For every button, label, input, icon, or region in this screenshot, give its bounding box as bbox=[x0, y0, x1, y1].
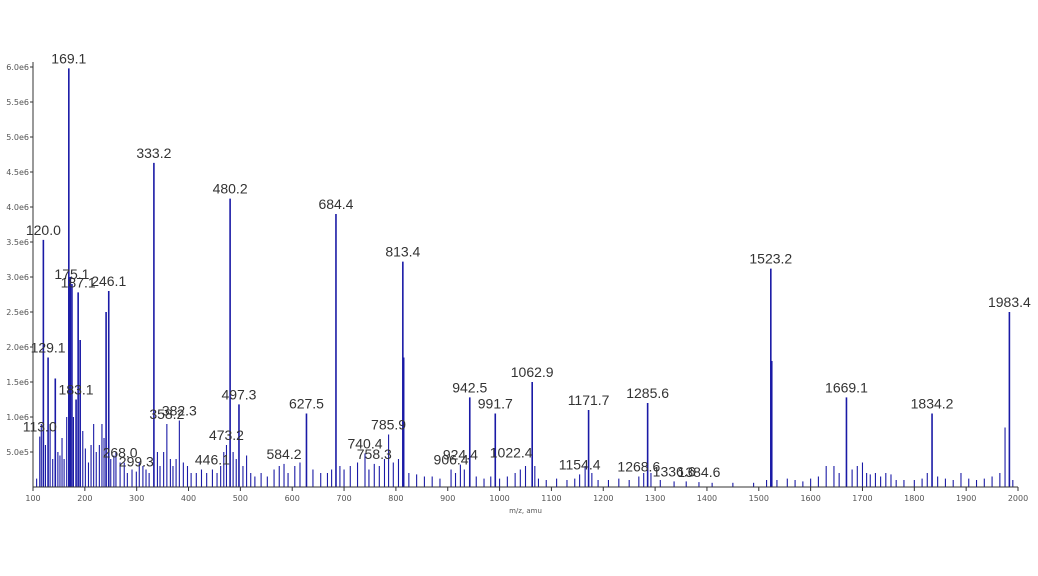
y-tick-label: 2.0e6 bbox=[6, 343, 29, 352]
y-tick-label: 4.5e6 bbox=[6, 168, 29, 177]
y-tick-label: 5.0e6 bbox=[6, 133, 29, 142]
peak-label: 1154.4 bbox=[559, 456, 601, 472]
y-tick-label: 5.5e6 bbox=[6, 98, 29, 107]
peak-label: 1523.2 bbox=[749, 251, 792, 267]
x-axis-title: m/z, amu bbox=[509, 507, 542, 515]
y-tick-label: 1.0e6 bbox=[6, 413, 29, 422]
y-axis-ticks: 5.0e5 1.0e6 1.5e6 2.0e6 2.5e6 3.0e6 3.5e6 4.0e6… bbox=[6, 63, 33, 457]
x-tick-label: 1300 bbox=[645, 494, 665, 503]
peak-annotations: 169.1 333.2 480.2 684.4 120.0 813.4 1523.2 175.… bbox=[23, 50, 1031, 480]
y-tick-label: 1.5e6 bbox=[6, 378, 29, 387]
peak-label: 497.3 bbox=[221, 386, 256, 402]
peak-label: 1268.6 bbox=[617, 459, 660, 475]
peak-label: 113.0 bbox=[23, 419, 57, 435]
peak-label: 942.5 bbox=[452, 379, 487, 395]
peak-label: 382.3 bbox=[162, 403, 197, 419]
x-tick-label: 100 bbox=[25, 494, 40, 503]
peak-label: 175.1 bbox=[54, 266, 89, 282]
peak-label: 480.2 bbox=[213, 181, 248, 197]
peak-label: 1384.6 bbox=[678, 464, 721, 480]
x-tick-label: 200 bbox=[77, 494, 92, 503]
peak-label: 246.1 bbox=[91, 273, 126, 289]
peak-label: 183.1 bbox=[59, 382, 94, 398]
peak-label: 1062.9 bbox=[511, 364, 554, 380]
x-tick-label: 1900 bbox=[956, 494, 976, 503]
peak-label: 473.2 bbox=[209, 427, 244, 443]
y-tick-label: 2.5e6 bbox=[6, 308, 29, 317]
peak-label: 991.7 bbox=[478, 396, 513, 412]
x-tick-label: 1400 bbox=[697, 494, 717, 503]
y-tick-label: 3.5e6 bbox=[6, 238, 29, 247]
peak-label: 129.1 bbox=[31, 340, 66, 356]
x-tick-label: 900 bbox=[440, 494, 455, 503]
x-tick-label: 1500 bbox=[749, 494, 769, 503]
peak-label: 169.1 bbox=[51, 50, 86, 66]
x-tick-label: 1800 bbox=[904, 494, 924, 503]
peak-label: 120.0 bbox=[26, 222, 61, 238]
peak-label: 758.3 bbox=[357, 446, 392, 462]
peak-label: 1669.1 bbox=[825, 379, 868, 395]
peak-label: 187.1 bbox=[61, 274, 96, 290]
x-tick-label: 800 bbox=[388, 494, 403, 503]
x-tick-label: 1200 bbox=[593, 494, 613, 503]
peak-label: 740.4 bbox=[347, 435, 382, 451]
x-tick-label: 2000 bbox=[1008, 494, 1028, 503]
x-tick-label: 700 bbox=[336, 494, 351, 503]
y-tick-label: 5.0e5 bbox=[6, 448, 29, 457]
peak-label: 1336.6 bbox=[653, 463, 696, 479]
peak-label: 785.9 bbox=[371, 417, 406, 433]
x-tick-label: 500 bbox=[233, 494, 248, 503]
peak-label: 299.3 bbox=[119, 454, 154, 470]
peak-label: 684.4 bbox=[318, 196, 353, 212]
spectrum-peaks bbox=[36, 68, 1014, 487]
x-axis-ticks: 100 200 300 400 500 600 700 800 900 1000 1100 1200 1… bbox=[25, 487, 1028, 503]
peak-label: 627.5 bbox=[289, 396, 324, 412]
x-tick-label: 1100 bbox=[541, 494, 561, 503]
peak-label: 358.2 bbox=[149, 406, 184, 422]
x-tick-label: 1600 bbox=[800, 494, 820, 503]
peak-label: 924.4 bbox=[443, 447, 478, 463]
y-tick-label: 4.0e6 bbox=[6, 203, 29, 212]
peak-label: 1022.4 bbox=[490, 445, 533, 461]
peak-label: 446.1 bbox=[195, 452, 230, 468]
peak-label: 584.2 bbox=[266, 446, 301, 462]
x-tick-label: 1000 bbox=[489, 494, 509, 503]
x-tick-label: 600 bbox=[285, 494, 300, 503]
y-tick-label: 6.0e6 bbox=[6, 63, 29, 72]
peak-label: 813.4 bbox=[385, 244, 420, 260]
peak-label: 1834.2 bbox=[911, 396, 954, 412]
peak-label: 1983.4 bbox=[988, 294, 1031, 310]
peak-label: 906.4 bbox=[434, 452, 469, 468]
peak-label: 333.2 bbox=[136, 145, 171, 161]
peak-label: 1285.6 bbox=[626, 385, 669, 401]
y-tick-label: 3.0e6 bbox=[6, 273, 29, 282]
x-tick-label: 1700 bbox=[852, 494, 872, 503]
x-tick-label: 400 bbox=[181, 494, 196, 503]
peak-label: 1171.7 bbox=[568, 392, 610, 408]
x-tick-label: 300 bbox=[129, 494, 144, 503]
peak-label: 268.0 bbox=[103, 445, 138, 461]
